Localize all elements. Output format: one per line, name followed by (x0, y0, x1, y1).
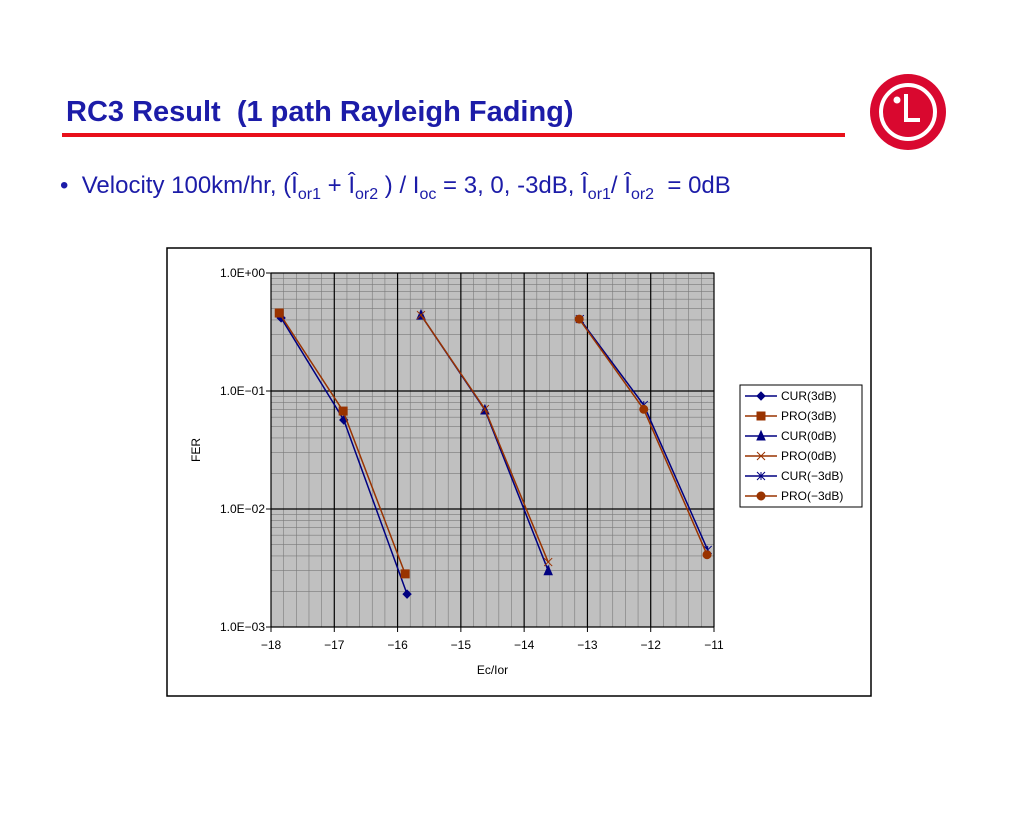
bullet-text: + Î (320, 172, 355, 199)
bullet-text: ) / I (378, 172, 420, 199)
y-axis-label: FER (189, 438, 203, 462)
bullet: • Velocity 100km/hr, (Îor1 + Îor2 ) / Io… (60, 172, 731, 204)
x-tick-label: −18 (261, 638, 282, 652)
marker (756, 391, 766, 401)
x-tick-label: −16 (387, 638, 408, 652)
marker (756, 471, 766, 481)
marker (274, 308, 284, 318)
subscript: or2 (630, 185, 655, 203)
plot-area (271, 273, 714, 627)
legend-label: CUR(3dB) (781, 389, 836, 403)
bullet-text: = 0dB (654, 172, 731, 199)
bullet-dot: • (60, 172, 82, 199)
marker (756, 411, 766, 421)
y-tick-label: 1.0E−02 (220, 502, 265, 516)
legend-label: PRO(−3dB) (781, 489, 843, 503)
subscript: or1 (587, 185, 611, 203)
x-tick-label: −14 (514, 638, 535, 652)
legend-label: CUR(−3dB) (781, 469, 843, 483)
y-tick-label: 1.0E−01 (220, 384, 265, 398)
x-tick-label: −12 (641, 638, 662, 652)
x-tick-label: −17 (324, 638, 345, 652)
marker (574, 314, 584, 324)
bullet-text: = 3, 0, -3dB, Î (436, 172, 588, 199)
marker (400, 569, 410, 579)
legend-label: CUR(0dB) (781, 429, 836, 443)
marker (480, 404, 490, 414)
marker (543, 564, 553, 576)
slide-title: RC3 Result (1 path Rayleigh Fading) (66, 96, 574, 128)
x-tick-label: −11 (704, 638, 724, 652)
marker (402, 589, 412, 599)
marker (756, 491, 766, 501)
subscript: or2 (355, 185, 379, 203)
subscript: or1 (297, 185, 321, 203)
logo (870, 74, 946, 150)
legend-label: PRO(3dB) (781, 409, 836, 423)
x-tick-label: −13 (577, 638, 598, 652)
y-tick-label: 1.0E+00 (220, 266, 265, 280)
bullet-text: / Î (610, 172, 631, 199)
marker (756, 429, 766, 441)
y-tick-label: 1.0E−03 (220, 620, 265, 634)
bullet-text: Velocity 100km/hr, (Î (81, 172, 298, 199)
marker (543, 557, 553, 567)
legend-box (739, 384, 863, 508)
legend-label: PRO(0dB) (781, 449, 836, 463)
subscript: oc (419, 185, 437, 203)
marker (416, 310, 426, 320)
plot-border (270, 272, 715, 628)
marker (756, 451, 766, 461)
marker (702, 550, 712, 560)
marker (338, 406, 348, 416)
marker (639, 404, 649, 414)
x-axis-label: Ec/Ior (477, 663, 508, 677)
x-tick-label: −15 (451, 638, 472, 652)
